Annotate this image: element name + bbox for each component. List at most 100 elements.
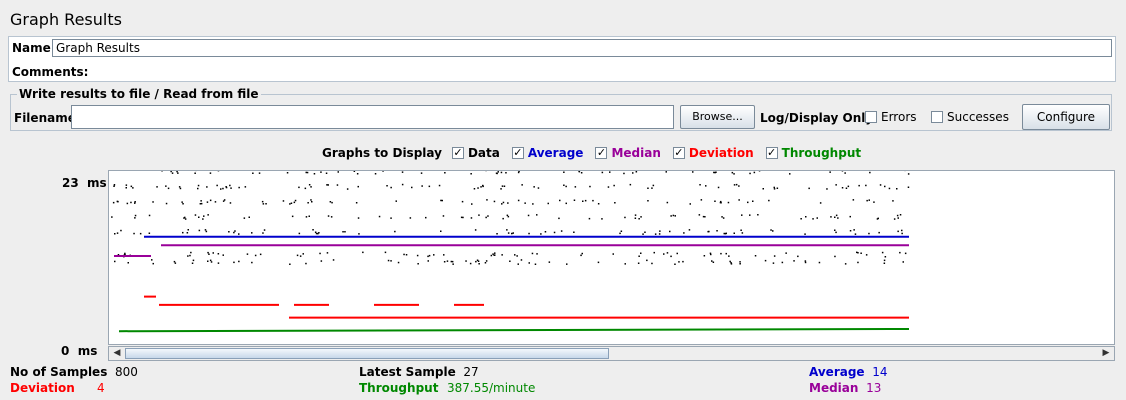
data-point [573,231,575,233]
data-point [401,183,404,186]
errors-option[interactable]: Errors [865,110,917,124]
data-point [739,261,741,263]
data-point [703,255,706,257]
successes-option[interactable]: Successes [931,110,1009,124]
data-point [730,263,733,265]
data-point [629,183,632,186]
toggle-average[interactable]: ✓ Average [511,146,583,160]
data-point [781,261,784,264]
toggle-throughput[interactable]: ✓ Throughput [765,146,861,160]
toggle-deviation[interactable]: ✓ Deviation [672,146,754,160]
data-point [428,254,431,257]
data-point [597,203,600,205]
errors-checkbox[interactable] [865,111,877,123]
data-point [223,199,226,201]
data-point [506,229,508,231]
average-checkbox[interactable]: ✓ [511,146,524,159]
data-point [251,232,253,234]
data-point [151,259,153,261]
data-point [565,202,567,205]
data-point [482,185,484,188]
data-point [397,261,400,264]
data-point [528,232,530,235]
data-point [858,184,860,187]
data-point [835,231,837,234]
data-point [816,217,818,219]
data-point [517,199,520,202]
data-point [262,203,265,205]
latest-sample-value: 27 [463,365,479,379]
data-point [501,185,504,187]
y-axis-bottom-label: 0 ms [61,344,98,358]
data-point [299,255,302,257]
name-input[interactable]: Graph Results [52,39,1112,57]
scrollbar-thumb[interactable] [125,348,609,359]
data-point [716,230,718,232]
data-point [797,255,799,258]
data-point [647,187,649,189]
scroll-right-icon[interactable]: ▶ [1102,348,1110,358]
data-point [689,203,691,205]
data-point [714,171,716,174]
data-point [709,252,712,255]
data-point [174,262,177,264]
data-point [665,171,667,173]
stat-throughput: Throughput 387.55/minute [359,381,535,395]
deviation-checkbox[interactable]: ✓ [672,146,685,159]
data-point [841,187,844,189]
data-point [487,215,489,217]
throughput-checkbox[interactable]: ✓ [765,146,778,159]
data-point [438,184,441,187]
data-point [762,188,764,190]
data-point [729,260,731,263]
data-point [325,172,328,174]
data-point [207,260,209,262]
data-point [902,261,904,263]
median-checkbox[interactable]: ✓ [595,146,608,159]
data-point [773,186,775,189]
data-point [307,202,309,204]
data-point [238,233,240,235]
data-point [733,232,735,234]
data-point [612,253,614,255]
data-point [536,253,538,255]
data-point [114,233,116,235]
data-point [758,171,761,172]
data-point [725,252,727,255]
data-point [896,188,898,190]
configure-button[interactable]: Configure [1022,104,1110,130]
data-point [298,232,301,235]
graph-scrollbar[interactable]: ◀ ▶ [108,346,1115,361]
data-point [897,230,899,233]
filename-input[interactable] [71,105,674,129]
data-point [502,217,504,220]
toggle-data[interactable]: ✓ Data [451,146,500,160]
data-point [866,199,868,202]
data-point [198,216,200,218]
toggle-median[interactable]: ✓ Median [595,146,661,160]
data-point [500,188,502,190]
data-point [230,187,232,189]
data-point [244,186,247,188]
data-point [202,218,204,220]
browse-button[interactable]: Browse... [680,105,755,129]
data-point [620,230,623,232]
data-point [700,199,703,201]
data-point [749,214,751,216]
data-point [139,232,142,235]
data-point [382,171,384,172]
data-point [317,232,319,235]
data-checkbox[interactable]: ✓ [451,146,464,159]
data-point [854,233,857,235]
data-point [592,199,594,202]
data-point [443,261,446,263]
data-point [632,172,634,174]
data-point [715,171,717,173]
data-point [773,255,776,257]
data-point [893,218,896,220]
data-point [485,216,487,219]
data-point [358,233,360,235]
data-point [868,232,870,235]
successes-checkbox[interactable] [931,111,943,123]
scroll-left-icon[interactable]: ◀ [113,348,121,358]
